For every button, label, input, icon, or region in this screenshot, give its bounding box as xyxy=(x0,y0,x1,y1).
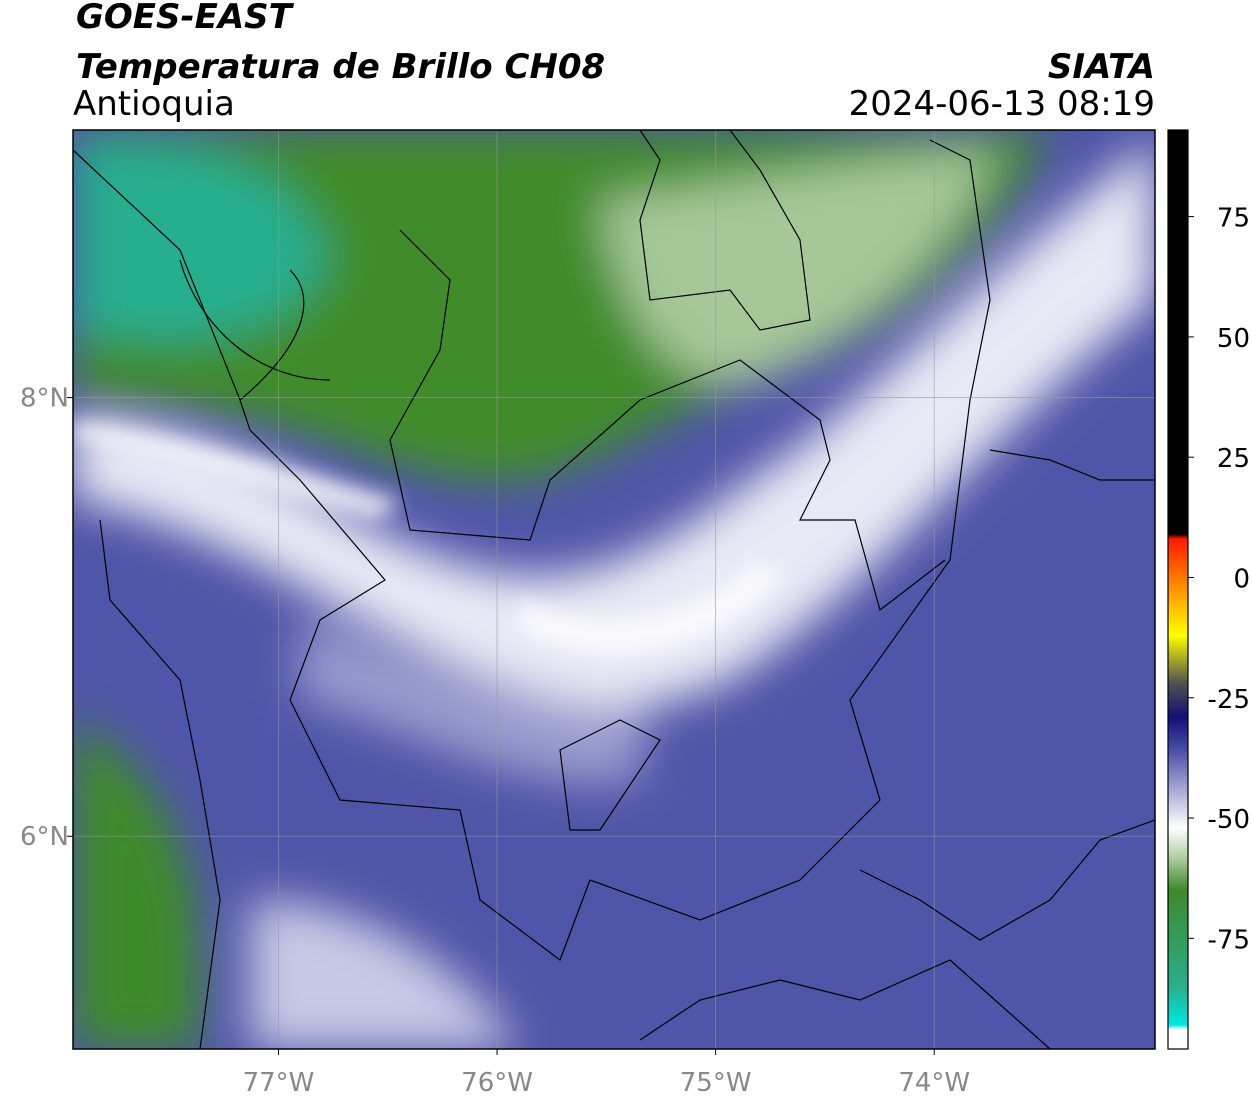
x-tick-label: 75°W xyxy=(680,1068,752,1098)
map-frame xyxy=(72,129,1156,1050)
y-tick-label: 6°N xyxy=(20,822,69,852)
colorbar-tick-label: -50 xyxy=(1208,805,1250,835)
colorbar-tick-label: 0 xyxy=(1233,564,1250,594)
title: GOES-EAST xyxy=(76,0,295,37)
subtitle: Temperatura de Brillo CH08 xyxy=(76,47,605,87)
region: Antioquia xyxy=(73,84,235,124)
y-tick-label: 8°N xyxy=(20,384,69,414)
colorbar xyxy=(1167,129,1189,1050)
x-tick-label: 76°W xyxy=(461,1068,533,1098)
x-tick-label: 77°W xyxy=(243,1068,315,1098)
colorbar-tick-label: -25 xyxy=(1208,685,1250,715)
source: SIATA xyxy=(1048,47,1155,87)
colorbar-tick-label: -75 xyxy=(1208,925,1250,955)
colorbar-tick-label: 25 xyxy=(1217,444,1250,474)
x-tick-label: 74°W xyxy=(898,1068,970,1098)
colorbar-tick-label: 50 xyxy=(1217,324,1250,354)
colorbar-tick-label: 75 xyxy=(1217,204,1250,234)
satellite-image xyxy=(73,130,1155,1049)
graticule xyxy=(73,130,1155,1049)
timestamp: 2024-06-13 08:19 xyxy=(849,84,1155,124)
